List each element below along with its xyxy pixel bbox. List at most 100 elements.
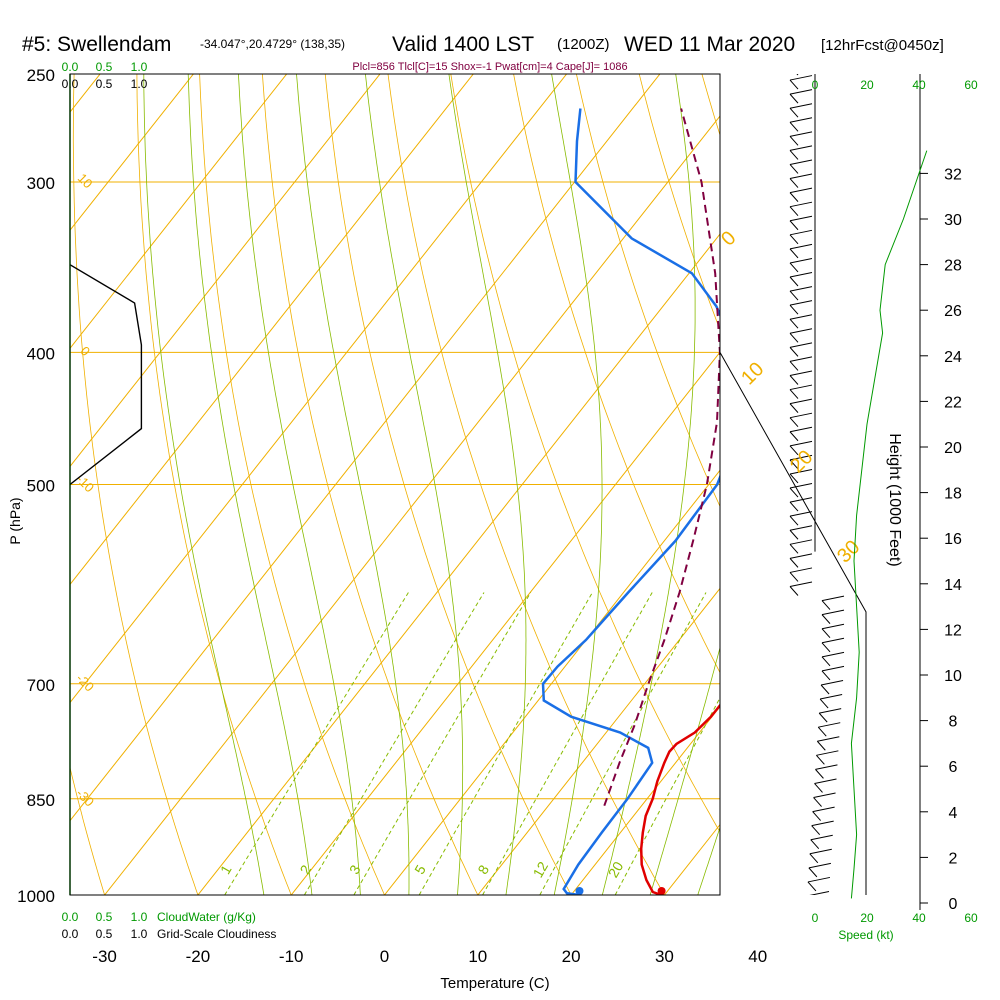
wind-barb-shaft — [811, 825, 821, 835]
wind-barb — [789, 342, 813, 357]
height-tick-32: 32 — [944, 166, 962, 183]
height-tick-12: 12 — [944, 622, 962, 639]
wind-barb-shaft — [789, 220, 799, 231]
wind-barb-flag — [821, 665, 845, 672]
cloudiness-tick-top: 1.0 — [131, 77, 148, 91]
wind-barb-flag — [815, 764, 838, 770]
wind-barb-flag — [816, 750, 839, 756]
cloudiness-tick-bottom: 1.0 — [131, 927, 148, 941]
wind-barb — [789, 314, 813, 329]
y-axis-title: P (hPa) — [7, 497, 23, 544]
speed-tick-top: 60 — [964, 78, 978, 92]
isotherm — [758, 0, 1000, 895]
wind-barb — [789, 201, 813, 217]
wind-barb-shaft — [789, 459, 799, 470]
isotherm-label: 0 — [77, 343, 93, 359]
wind-barb-shaft — [810, 839, 820, 850]
wind-barb-shaft — [813, 797, 822, 807]
mixing-ratio-line — [482, 592, 653, 895]
mixing-ratio-line — [303, 592, 485, 895]
pressure-tick-500: 500 — [27, 477, 55, 496]
isotherm — [570, 705, 720, 895]
wind-barb-flag — [789, 131, 813, 137]
wind-barb-flag — [814, 778, 837, 784]
wind-barb — [809, 848, 832, 864]
wind-barb-shaft — [789, 234, 799, 245]
moist-adiabat — [187, 74, 313, 895]
cloudiness-tick-top: 0.0 — [62, 77, 79, 91]
wind-barb-flag — [789, 300, 813, 306]
wind-barb-flag — [789, 440, 813, 447]
temperature-tick-20: 20 — [562, 947, 581, 966]
isotherm — [70, 74, 474, 586]
wind-barb-shaft — [821, 600, 831, 610]
dry-adiabat — [450, 74, 720, 833]
wind-barb-flag — [789, 314, 813, 320]
mixing-ratio-line — [418, 592, 593, 895]
wind-barb-shaft — [789, 347, 799, 357]
surface-temperature-marker — [657, 887, 666, 895]
wind-barb-flag — [789, 173, 813, 180]
valid-time: Valid 1400 LST — [392, 33, 534, 56]
wind-barb — [817, 722, 841, 737]
dry-adiabat — [575, 74, 720, 508]
plot-frame — [69, 73, 721, 896]
wind-barb-shaft — [816, 754, 825, 765]
height-tick-22: 22 — [944, 394, 962, 411]
mixing-ratio-line — [614, 696, 720, 895]
moist-adiabat — [364, 74, 464, 895]
wind-barb — [789, 497, 813, 512]
wind-barb — [821, 623, 845, 639]
speed-tick-bottom: 20 — [860, 911, 874, 925]
isotherm — [104, 115, 720, 895]
wind-barb — [818, 708, 842, 723]
cloudiness-tick-top: 0.5 — [96, 77, 113, 91]
wind-barb-flag — [789, 89, 813, 95]
moist-adiabat — [601, 74, 696, 895]
isotherm-label: 0 — [717, 227, 740, 250]
wind-barb-flag — [821, 609, 845, 616]
dry-adiabat — [819, 50, 1000, 924]
moist-adiabat — [697, 826, 720, 895]
isotherm — [290, 351, 720, 895]
wind-barb — [789, 356, 813, 371]
height-tick-4: 4 — [949, 805, 958, 822]
wind-barb-shaft — [789, 361, 799, 371]
moist-adiabat — [143, 74, 265, 895]
height-tick-10: 10 — [944, 668, 962, 685]
dry-adiabat — [387, 74, 665, 895]
temperature-tick-30: 30 — [655, 947, 674, 966]
isotherm — [0, 0, 111, 895]
wind-barb — [815, 764, 838, 779]
wind-barb-shaft — [818, 712, 828, 723]
wind-barb-shaft — [789, 332, 799, 343]
moist-adiabat — [296, 74, 410, 895]
wind-barb-flag — [789, 384, 813, 391]
wind-barb — [789, 272, 813, 287]
moist-adiabat — [448, 74, 527, 895]
surface-dewpoint-marker — [575, 887, 584, 895]
skewt-grid — [0, 0, 1000, 924]
wind-barb — [789, 384, 813, 399]
wind-barb — [814, 778, 837, 793]
wind-barb — [789, 229, 813, 245]
dry-adiabat — [72, 74, 199, 895]
wind-barb — [808, 862, 831, 878]
wind-barb — [789, 145, 813, 160]
speed-tick-bottom: 0 — [812, 911, 819, 925]
wind-barb-flag — [789, 257, 813, 264]
wind-barb — [813, 792, 836, 807]
temperature-tick-0: 0 — [380, 947, 389, 966]
wind-barb — [789, 525, 813, 540]
wind-barb — [789, 89, 813, 104]
wind-barb-shaft — [789, 586, 799, 596]
wind-barb-shaft — [789, 276, 799, 287]
wind-barb-flag — [818, 722, 841, 728]
isotherm — [70, 74, 568, 704]
isotherm — [197, 233, 720, 895]
isotherm — [70, 74, 661, 822]
isotherm-label: 20 — [786, 446, 817, 477]
wind-barb-flag — [807, 876, 831, 883]
height-tick-2: 2 — [949, 850, 958, 867]
wind-barb-shaft — [796, 74, 799, 76]
